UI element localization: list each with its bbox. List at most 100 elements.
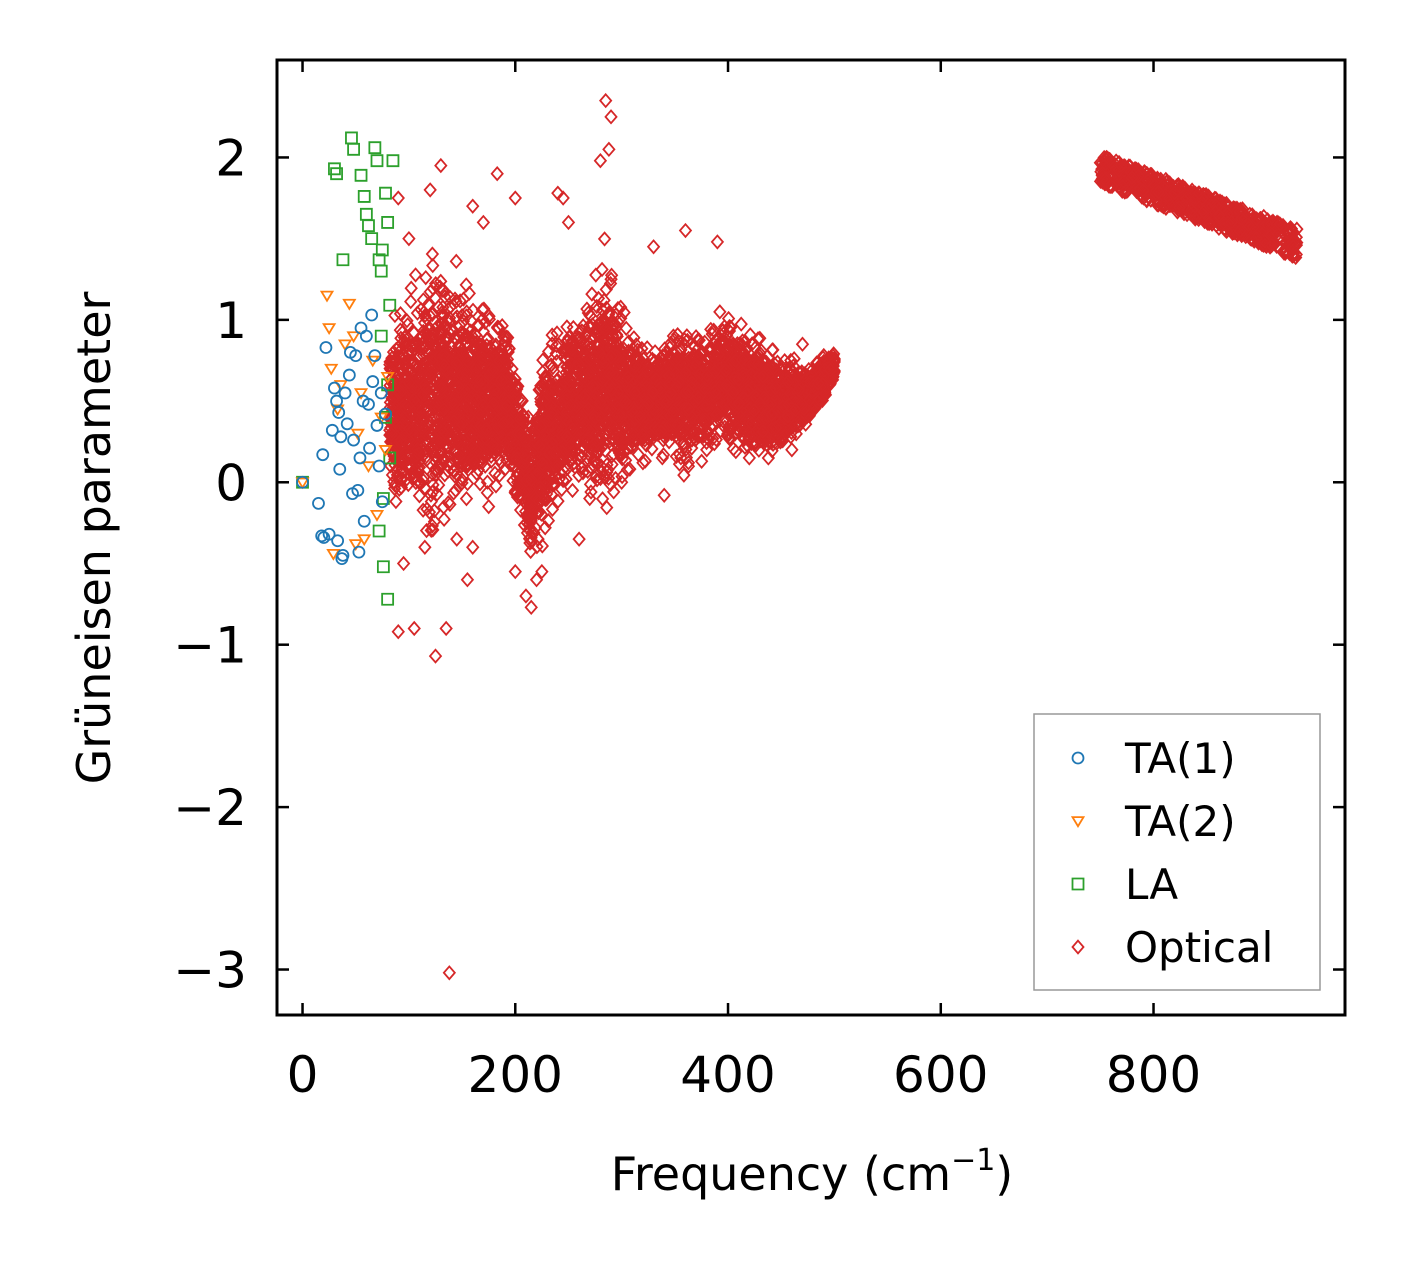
optical-point <box>388 307 402 324</box>
optical-point <box>564 452 579 469</box>
optical-point <box>434 273 448 290</box>
optical-point <box>629 393 643 409</box>
optical-point <box>666 328 681 344</box>
optical-point <box>761 450 776 466</box>
optical-point <box>501 379 516 395</box>
optical-point <box>404 337 419 354</box>
optical-point <box>674 450 688 466</box>
optical-point <box>764 435 778 451</box>
optical-point <box>395 465 409 481</box>
optical-point <box>443 420 457 436</box>
optical-point <box>469 378 484 394</box>
optical-point <box>656 348 670 364</box>
optical-point <box>478 458 492 474</box>
optical-point <box>667 332 681 348</box>
optical-point <box>479 440 494 456</box>
optical-point <box>680 332 695 349</box>
optical-point <box>418 307 432 324</box>
optical-point <box>632 352 646 368</box>
optical-point <box>775 432 789 449</box>
optical-point <box>517 414 531 430</box>
optical-point <box>550 325 564 341</box>
optical-point <box>694 346 709 363</box>
optical-point <box>663 408 678 424</box>
optical-point <box>449 253 463 270</box>
optical-point <box>645 441 659 457</box>
optical-point <box>452 417 466 433</box>
optical-point <box>574 449 588 465</box>
optical-point <box>618 393 633 410</box>
optical-point <box>513 411 527 427</box>
optical-point <box>619 320 633 337</box>
optical-point <box>480 431 494 448</box>
optical-point <box>480 474 495 490</box>
optical-point <box>599 300 614 316</box>
optical-point <box>476 323 491 340</box>
optical-point <box>396 454 411 470</box>
optical-point <box>559 471 573 487</box>
optical-point <box>741 382 755 399</box>
optical-point <box>783 368 798 384</box>
optical-point <box>636 383 650 399</box>
optical-point <box>536 352 550 368</box>
optical-point <box>763 381 777 397</box>
optical-point <box>596 387 610 404</box>
optical-point <box>541 343 556 360</box>
optical-point <box>756 430 770 446</box>
optical-point <box>499 374 513 390</box>
optical-point <box>416 323 431 340</box>
optical-point <box>609 326 624 343</box>
optical-point <box>404 378 419 395</box>
optical-point <box>475 349 489 366</box>
optical-point <box>391 406 405 423</box>
optical-point <box>669 448 684 465</box>
optical-point <box>416 502 430 518</box>
optical-point <box>795 364 809 380</box>
optical-point <box>668 417 682 433</box>
optical-point <box>408 267 423 283</box>
optical-point <box>460 475 475 492</box>
optical-point <box>425 246 440 262</box>
optical-point <box>426 466 440 482</box>
optical-point <box>604 267 619 283</box>
optical-point <box>560 404 574 420</box>
optical-point <box>516 457 531 473</box>
optical-point <box>387 473 401 490</box>
optical-point <box>424 522 438 539</box>
optical-point <box>657 341 672 357</box>
optical-point <box>562 329 576 346</box>
optical-point <box>698 414 712 430</box>
optical-point <box>594 410 609 427</box>
optical-point <box>428 275 443 292</box>
optical-point <box>410 441 425 457</box>
optical-point <box>782 360 796 377</box>
optical-point <box>673 373 687 390</box>
optical-point <box>757 353 772 369</box>
optical-point <box>551 493 565 509</box>
optical-point <box>463 402 477 419</box>
optical-point <box>408 337 423 353</box>
optical-point <box>541 513 556 529</box>
optical-point <box>688 424 702 441</box>
optical-point <box>612 407 626 423</box>
optical-point <box>400 313 414 329</box>
optical-point <box>413 453 427 469</box>
optical-point <box>635 427 650 443</box>
optical-point <box>494 443 508 459</box>
optical-point <box>553 395 568 411</box>
optical-point <box>400 317 415 333</box>
optical-point <box>717 319 732 335</box>
optical-point <box>539 491 554 507</box>
optical-point <box>580 432 595 449</box>
optical-point <box>549 338 564 354</box>
optical-point <box>585 286 599 302</box>
optical-point <box>635 371 649 388</box>
optical-point <box>389 341 403 358</box>
optical-point <box>425 518 439 534</box>
optical-point <box>389 462 404 478</box>
optical-point <box>435 304 449 321</box>
optical-point <box>422 504 437 520</box>
optical-point <box>475 302 490 318</box>
optical-point <box>473 444 487 460</box>
optical-point <box>426 280 440 297</box>
